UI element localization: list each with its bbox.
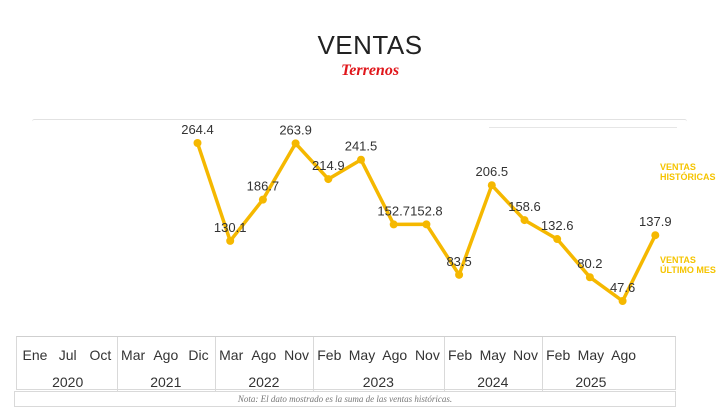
data-label: 241.5 — [345, 139, 378, 154]
data-label: 152.8 — [410, 203, 443, 218]
data-point — [618, 297, 627, 305]
year-separator — [116, 337, 118, 391]
data-point — [357, 155, 365, 164]
data-point — [226, 236, 235, 245]
month-tick-label: Ago — [153, 347, 179, 363]
data-label: 264.4 — [181, 122, 214, 137]
footnote: Nota: El dato mostrado es la suma de las… — [14, 391, 676, 407]
data-point — [291, 139, 300, 148]
chart-title: VENTAS — [317, 30, 423, 60]
data-label: 137.9 — [639, 214, 672, 229]
data-point — [520, 216, 529, 225]
month-tick-label: Ene — [22, 347, 48, 363]
year-tick-label: 2022 — [248, 374, 280, 390]
year-row: 2020 2021 2022 2023 2024 2025 — [17, 368, 675, 395]
year-separator — [443, 337, 445, 391]
year-tick-label: 2023 — [362, 374, 394, 390]
data-label: 206.5 — [476, 164, 509, 179]
data-label: 158.6 — [508, 199, 541, 214]
data-label: 80.2 — [577, 256, 602, 271]
data-point — [455, 270, 464, 279]
data-point — [193, 139, 202, 147]
data-label: 132.6 — [541, 218, 574, 233]
month-tick-label: Nov — [284, 347, 310, 363]
month-tick-label: Feb — [448, 347, 473, 363]
year-separator — [214, 337, 216, 391]
month-tick-label: Ago — [611, 347, 637, 363]
month-tick-label: Ago — [251, 347, 277, 363]
data-label: 152.7 — [377, 203, 410, 218]
month-tick-label: Mar — [219, 347, 244, 363]
data-point — [422, 220, 431, 229]
data-point — [389, 220, 398, 229]
month-tick-label: Feb — [317, 347, 342, 363]
year-separator — [541, 337, 543, 391]
month-tick-label: May — [479, 347, 507, 363]
year-tick-label: 2020 — [52, 374, 84, 390]
month-tick-label: May — [348, 347, 376, 363]
data-point — [258, 195, 267, 204]
month-tick-label: Jul — [58, 347, 77, 363]
data-point — [585, 273, 594, 282]
month-tick-label: Nov — [513, 347, 538, 363]
month-row: Ene Jul Oct Mar Ago Dic Mar Ago Nov Feb May Ago Nov F… — [17, 341, 675, 368]
data-label: 214.9 — [312, 158, 345, 173]
month-tick-label: Dic — [188, 347, 209, 363]
month-tick-label: Oct — [89, 347, 112, 363]
month-tick-label: Ago — [382, 347, 408, 363]
chart-frame-inner — [489, 127, 677, 130]
month-tick-label: May — [577, 347, 605, 363]
year-tick-label: 2025 — [575, 374, 607, 390]
data-label: 186.7 — [247, 179, 280, 194]
year-tick-label: 2021 — [150, 374, 182, 390]
chart-frame — [32, 119, 687, 124]
month-tick-label: Feb — [546, 347, 571, 363]
year-tick-label: 2024 — [477, 374, 509, 390]
data-label: 263.9 — [279, 122, 312, 137]
month-tick-label: Nov — [414, 347, 440, 363]
x-axis-table: Ene Jul Oct Mar Ago Dic Mar Ago Nov Feb May Ago Nov F… — [16, 336, 676, 391]
data-point — [651, 231, 660, 240]
legend-last-month: VENTAS ÚLTIMO MES — [660, 255, 716, 275]
legend-historic: VENTAS HISTÓRICAS — [660, 162, 716, 182]
chart-subtitle: Terrenos — [340, 62, 400, 79]
data-label: 47.6 — [610, 280, 635, 295]
data-point — [324, 175, 333, 184]
data-label: 83.5 — [446, 254, 471, 269]
year-separator — [312, 337, 314, 391]
month-tick-label: Mar — [121, 347, 146, 363]
data-point — [487, 181, 496, 190]
data-point — [553, 235, 562, 244]
data-label: 130.1 — [214, 220, 247, 235]
